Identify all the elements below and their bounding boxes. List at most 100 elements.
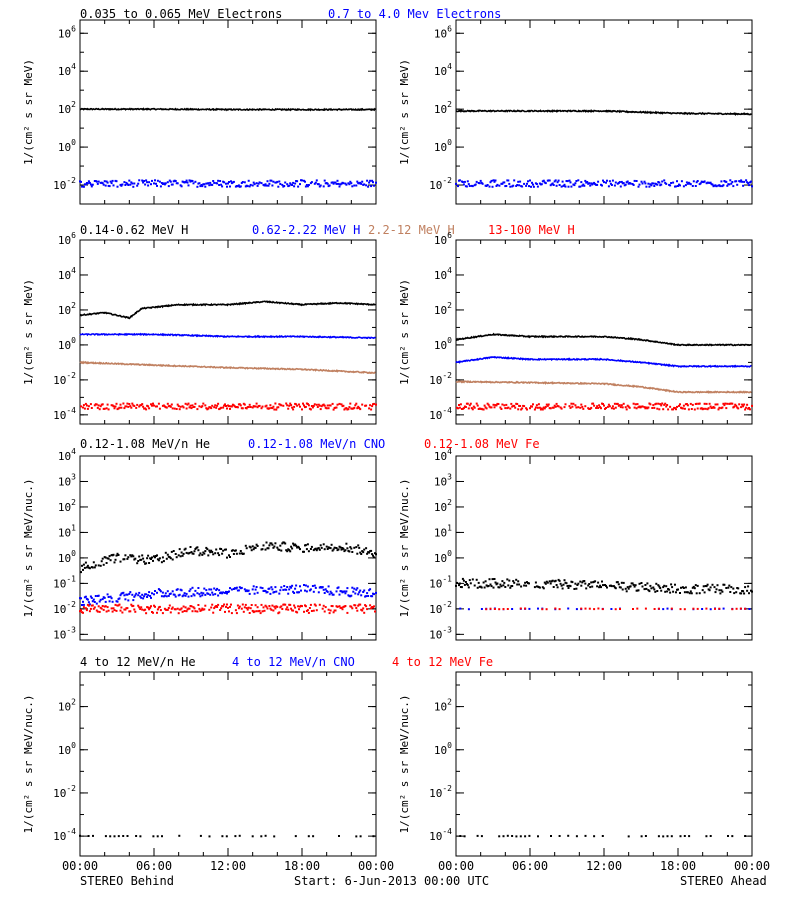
data-point [498,608,501,611]
data-point [185,407,188,410]
data-point [529,407,531,410]
data-point [105,610,108,613]
data-point [707,407,710,410]
data-point [696,584,699,587]
data-point [312,609,315,612]
data-point [523,182,526,185]
data-point [462,407,465,410]
data-point [461,181,464,183]
data-point [261,405,264,408]
data-point [217,594,220,597]
data-point [640,582,643,584]
data-point [583,580,586,582]
data-point [258,609,261,612]
data-point [605,181,607,184]
data-point [479,179,482,182]
data-point [134,594,137,597]
data-point [255,182,258,185]
x-tick-label: 12:00 [210,859,246,873]
data-point [247,606,250,609]
data-point [330,543,333,546]
data-point [291,584,294,587]
data-point [268,407,271,410]
data-point [107,408,110,411]
data-point [602,403,604,405]
data-point [101,182,104,185]
data-point [188,590,191,593]
data-point [194,589,197,592]
y-tick-label: 106 [58,231,76,247]
data-point [250,549,253,552]
data-point [695,181,698,184]
data-point [693,587,696,590]
data-point [650,184,653,187]
data-point [357,593,360,596]
data-point [610,184,613,186]
data-point [579,185,582,188]
data-point [621,406,624,409]
row-title-label: 0.12-1.08 MeV/n He [80,437,210,451]
data-point [138,555,141,558]
data-point [136,403,139,406]
data-point [735,591,738,594]
data-point [122,591,125,594]
data-point [258,181,261,184]
data-point [353,546,356,549]
data-point [643,180,646,183]
data-point [743,180,746,183]
data-point [241,603,244,606]
y-tick-label: 100 [58,549,76,565]
data-point [644,835,647,837]
data-point [561,180,564,183]
data-point [644,182,647,185]
data-point [272,609,275,612]
data-point [228,554,230,557]
data-point [213,607,216,610]
data-point [633,179,636,182]
data-point [696,607,699,610]
data-point [115,402,118,405]
data-point [217,402,220,405]
data-point [80,405,82,408]
data-point [360,553,363,555]
data-point [737,407,740,410]
series [79,300,376,320]
data-point [113,835,116,838]
data-point [349,180,352,183]
x-tick-label: 18:00 [284,859,320,873]
data-point [317,591,320,594]
data-point [649,584,652,587]
data-point [355,835,358,838]
data-point [511,585,514,587]
data-point [156,608,159,611]
data-point [324,606,327,609]
data-point [471,408,474,411]
data-point [458,406,461,409]
data-point [270,608,273,611]
data-point [215,548,218,551]
data-point [327,407,330,410]
data-point [296,611,299,614]
data-point [286,586,289,588]
data-point [156,184,158,187]
data-point [141,593,144,596]
data-point [290,404,293,407]
data-point [474,183,477,186]
data-point [207,407,210,410]
data-point [139,835,142,838]
data-point [272,180,275,183]
data-point [145,593,148,596]
data-point [164,592,167,595]
data-point [152,559,154,562]
data-point [294,606,297,609]
data-point [682,185,685,188]
data-point [611,179,614,182]
data-point [83,407,86,410]
data-point [103,596,106,599]
data-point [128,179,131,182]
data-point [553,404,556,407]
data-point [181,405,184,408]
data-point [694,584,697,587]
y-tick-label: 100 [434,549,452,565]
